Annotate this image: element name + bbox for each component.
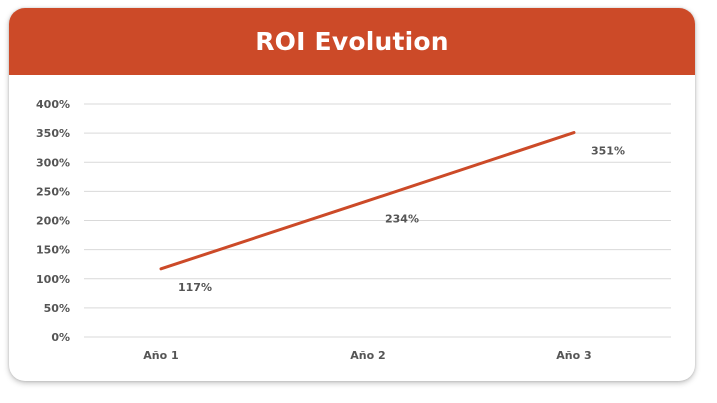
x-tick-label: Año 3 [556,349,591,362]
chart-card: ROI Evolution [9,8,695,381]
y-axis-ticks: 0% 50% 100% 150% 200% 250% 300% 350% 400% [36,98,70,344]
y-tick-label: 150% [36,244,70,257]
y-tick-label: 400% [36,98,70,111]
y-tick-label: 200% [36,215,70,228]
x-tick-label: Año 1 [143,349,178,362]
chart-header: ROI Evolution [9,8,695,75]
y-tick-label: 250% [36,185,70,198]
data-labels: 117% 234% 351% [178,145,625,294]
y-tick-label: 100% [36,273,70,286]
y-tick-label: 300% [36,156,70,169]
series-layer [159,131,576,271]
data-label: 351% [591,145,625,158]
x-axis-ticks: Año 1 Año 2 Año 3 [143,349,591,362]
data-label: 234% [385,213,419,226]
y-tick-label: 0% [51,331,70,344]
data-label: 117% [178,281,212,294]
y-tick-label: 50% [44,302,70,315]
y-tick-label: 350% [36,127,70,140]
series-line [159,131,576,271]
x-tick-label: Año 2 [350,349,385,362]
chart-title: ROI Evolution [255,27,449,56]
grid-lines [84,103,671,338]
